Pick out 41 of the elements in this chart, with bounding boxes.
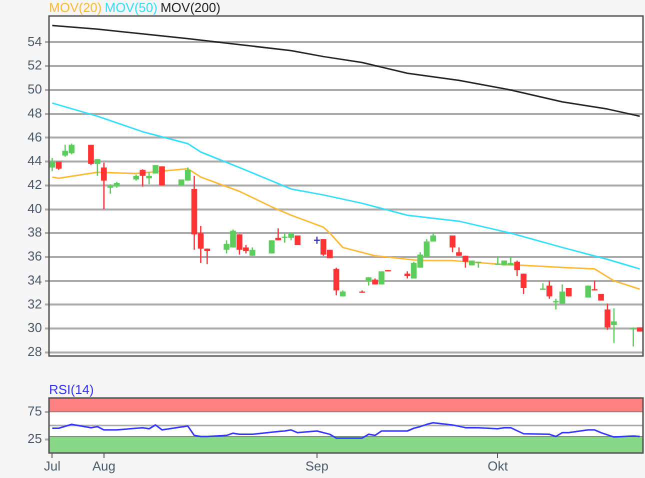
- candlestick: [450, 234, 456, 253]
- candlestick: [94, 158, 100, 177]
- y-tick-label: 28: [28, 344, 42, 359]
- candlestick: [520, 273, 526, 295]
- y-tick-label: 44: [28, 153, 42, 168]
- y-tick-label: 32: [28, 296, 42, 312]
- y-tick-label: 75: [28, 403, 42, 418]
- x-tick-label: Sep: [305, 458, 329, 474]
- y-tick-label: 36: [28, 248, 42, 264]
- y-tick-label: 38: [28, 224, 42, 240]
- x-tick-label: Jul: [44, 458, 61, 474]
- candlestick: [140, 168, 146, 188]
- candlestick: [100, 162, 107, 210]
- y-tick-label: 50: [28, 82, 42, 97]
- candlestick: [333, 267, 340, 296]
- x-tick-label: Aug: [92, 458, 116, 474]
- candlestick: [514, 260, 520, 277]
- y-tick-label: 40: [28, 200, 42, 216]
- y-tick-label: 34: [28, 272, 42, 288]
- y-tick-label: 42: [28, 176, 42, 192]
- candlestick: [592, 280, 598, 292]
- y-tick-label: 46: [28, 129, 42, 144]
- chart-title: RSI(14): [49, 382, 94, 397]
- candlestick: [378, 270, 384, 286]
- text: MOV(20): [49, 0, 102, 15]
- candlestick: [159, 166, 165, 186]
- candlestick: [268, 240, 275, 254]
- y-tick-label: 54: [28, 34, 42, 49]
- candlestick: [275, 228, 282, 241]
- candlestick: [546, 280, 552, 300]
- x-tick-label: Okt: [488, 458, 508, 474]
- y-tick-label: 25: [28, 430, 42, 446]
- candlestick: [204, 248, 210, 265]
- text: MOV(50): [104, 0, 158, 15]
- y-tick-label: 48: [28, 105, 42, 120]
- candlestick: [88, 144, 94, 166]
- candlestick: [611, 308, 617, 344]
- series-label: MOV(200): [160, 0, 220, 15]
- y-tick-label: 30: [28, 320, 42, 336]
- candlestick: [604, 302, 610, 330]
- y-tick-label: 52: [28, 58, 42, 73]
